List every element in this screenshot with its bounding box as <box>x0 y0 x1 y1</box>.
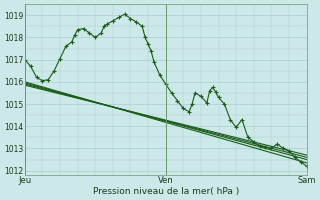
X-axis label: Pression niveau de la mer( hPa ): Pression niveau de la mer( hPa ) <box>92 187 239 196</box>
